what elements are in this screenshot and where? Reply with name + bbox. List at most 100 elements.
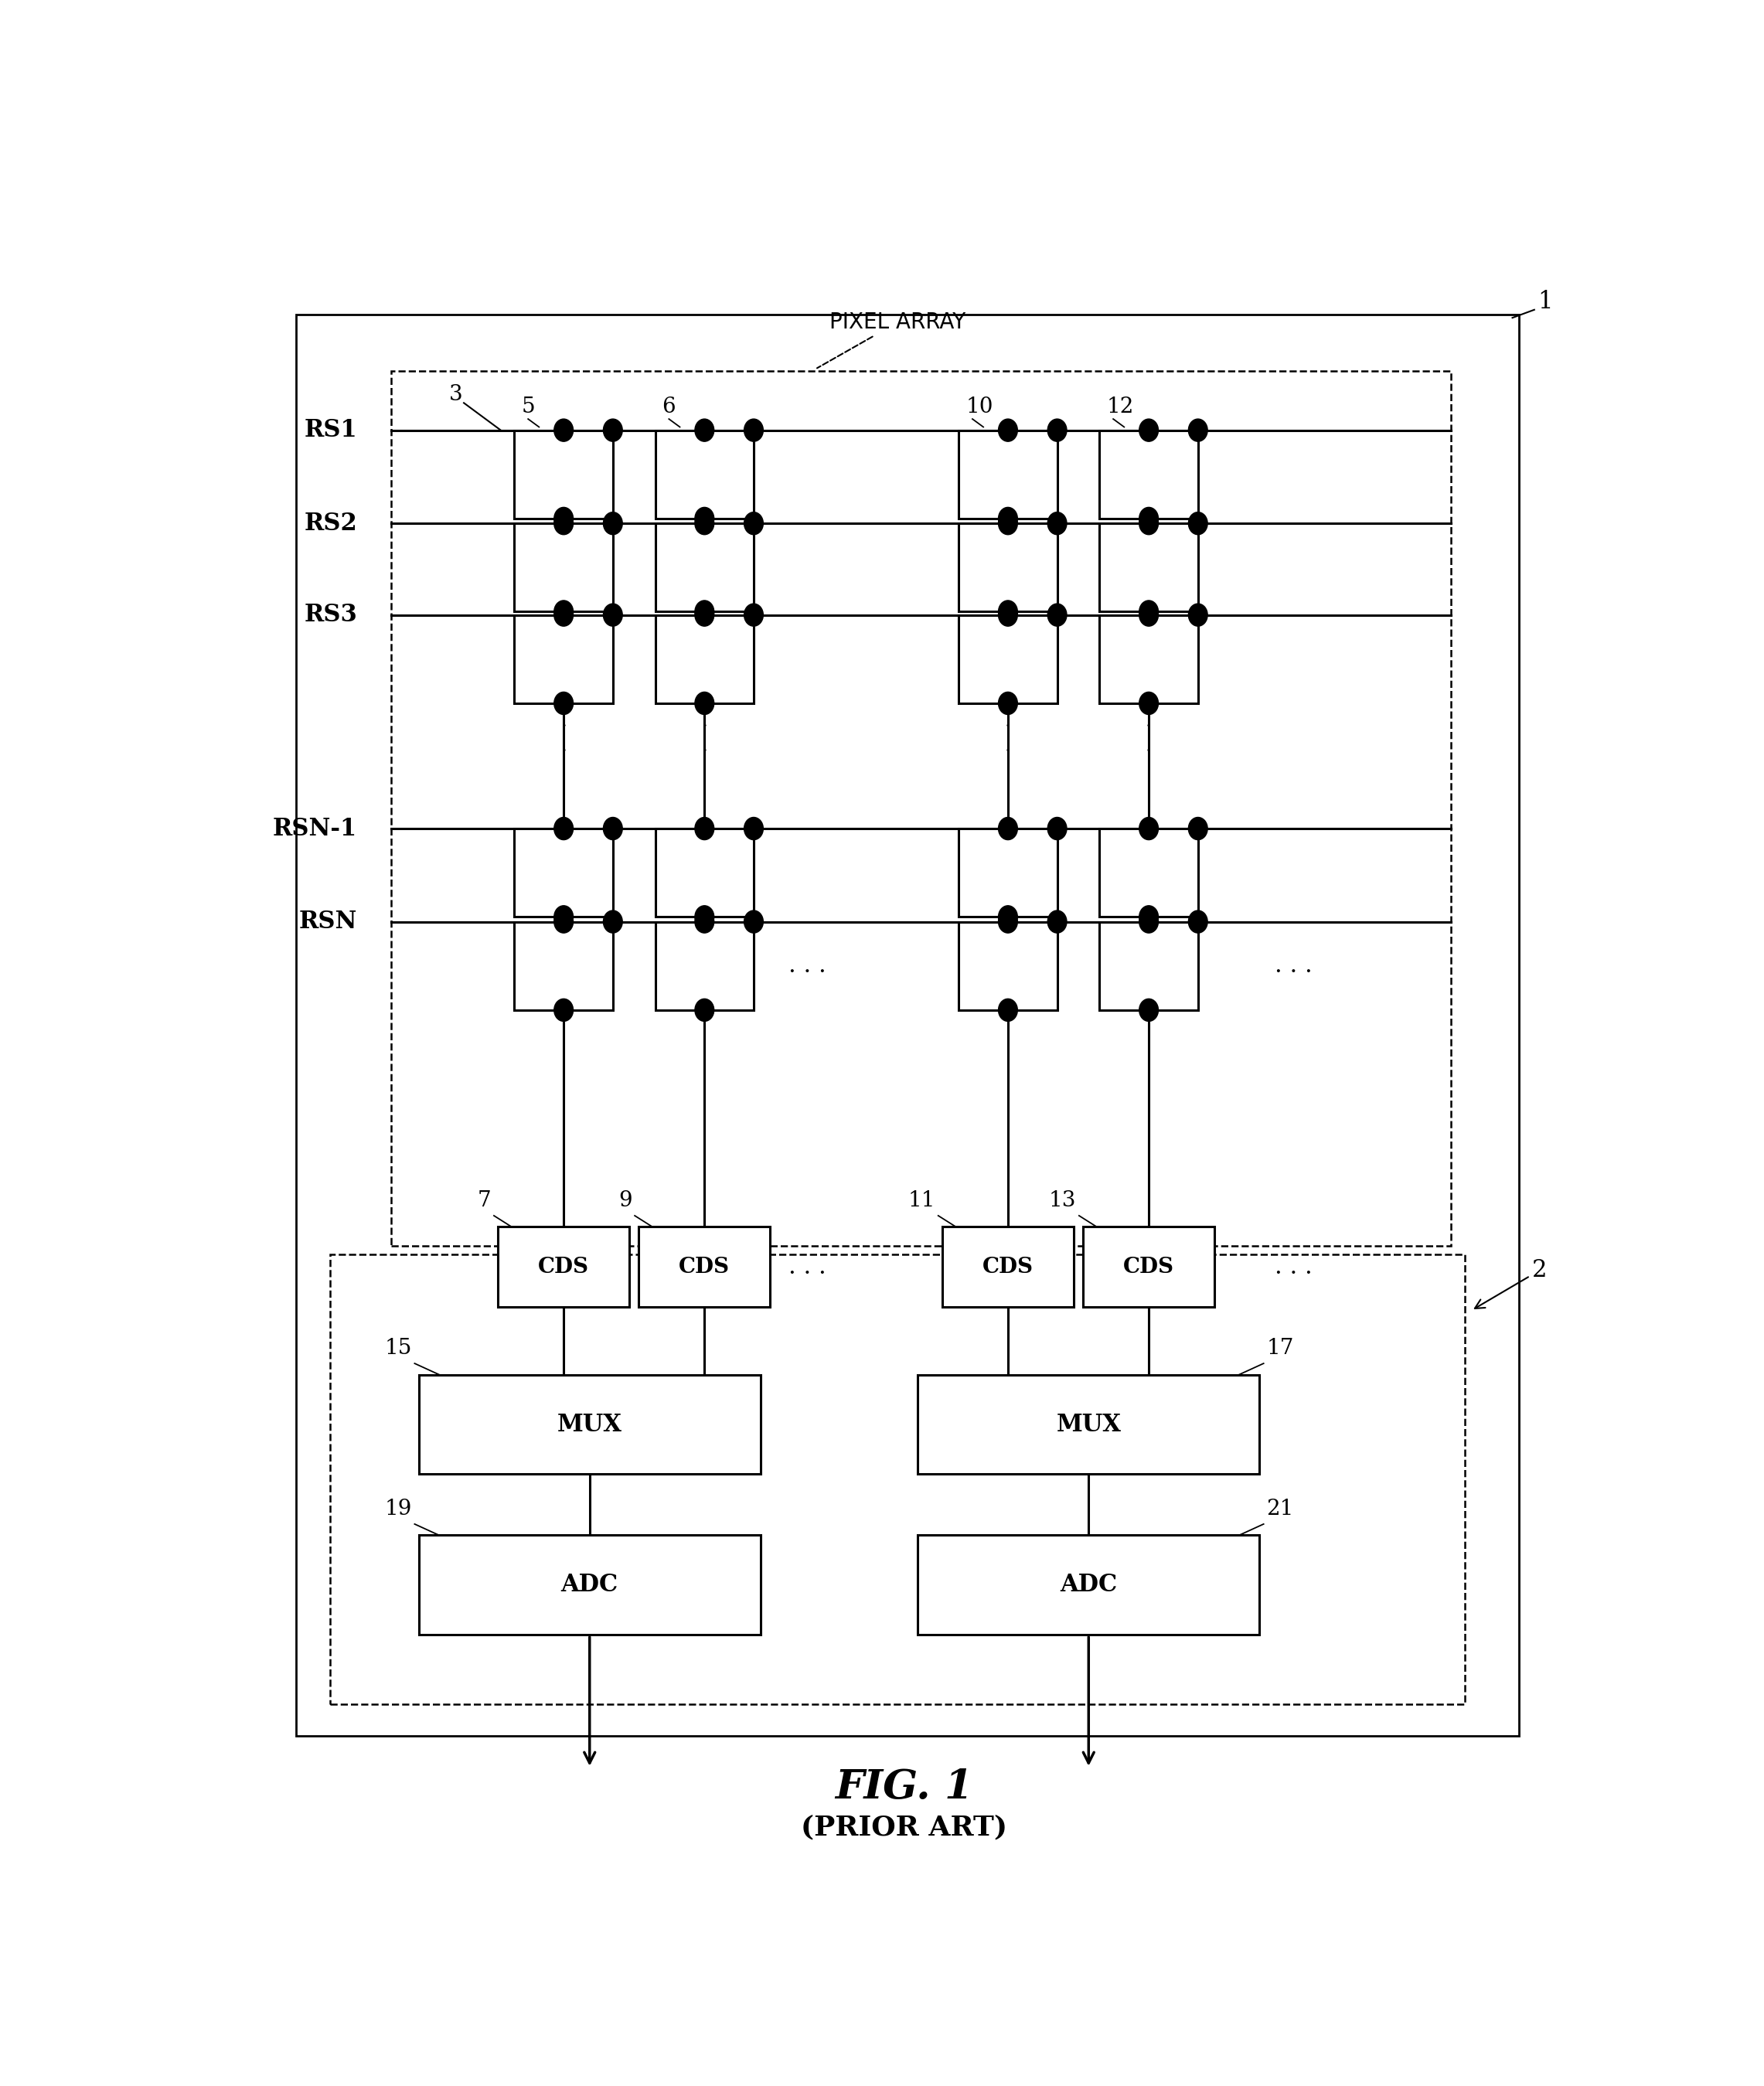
Circle shape (1140, 601, 1159, 624)
Circle shape (1140, 905, 1159, 928)
Circle shape (1048, 513, 1067, 534)
Circle shape (554, 419, 573, 442)
Text: 15: 15 (385, 1337, 411, 1358)
Bar (960, 922, 1057, 1010)
Circle shape (695, 693, 714, 715)
Bar (392, 371, 1452, 1245)
Circle shape (998, 419, 1018, 442)
Text: 11: 11 (908, 1189, 935, 1210)
Circle shape (695, 513, 714, 534)
Circle shape (998, 507, 1018, 530)
Circle shape (998, 693, 1018, 715)
Bar (654, 524, 753, 611)
Circle shape (695, 601, 714, 624)
Text: . . .: . . . (789, 1256, 826, 1279)
Bar (942, 1227, 1074, 1308)
Text: .: . (1145, 736, 1152, 755)
Circle shape (695, 909, 714, 932)
Bar (960, 828, 1057, 918)
Text: .: . (702, 688, 707, 707)
Circle shape (998, 601, 1018, 624)
Circle shape (1048, 419, 1067, 442)
Circle shape (1189, 603, 1208, 626)
Text: 13: 13 (1050, 1189, 1076, 1210)
Circle shape (1140, 507, 1159, 530)
Circle shape (695, 905, 714, 928)
Circle shape (603, 513, 623, 534)
Circle shape (1140, 693, 1159, 715)
Text: .: . (1005, 736, 1011, 755)
Circle shape (695, 419, 714, 442)
Bar (654, 430, 753, 519)
Bar (917, 1535, 1259, 1635)
Circle shape (1140, 419, 1159, 442)
Circle shape (554, 693, 573, 715)
Circle shape (603, 603, 623, 626)
Bar (515, 615, 612, 703)
Bar (497, 1227, 630, 1308)
Text: RS1: RS1 (303, 417, 356, 442)
Circle shape (744, 909, 764, 932)
Text: . . .: . . . (789, 953, 826, 978)
Circle shape (554, 513, 573, 534)
Text: 6: 6 (662, 396, 676, 417)
Circle shape (554, 999, 573, 1022)
Text: .: . (702, 736, 707, 755)
Bar (330, 1254, 1464, 1704)
Circle shape (1189, 909, 1208, 932)
Bar (1099, 615, 1198, 703)
Text: . . .: . . . (1275, 953, 1312, 978)
Bar (654, 615, 753, 703)
Text: 21: 21 (1267, 1498, 1293, 1519)
Circle shape (554, 905, 573, 928)
Text: 9: 9 (619, 1189, 632, 1210)
Circle shape (554, 909, 573, 932)
Circle shape (998, 818, 1018, 841)
Circle shape (1140, 909, 1159, 932)
Circle shape (1189, 818, 1208, 841)
Text: 1: 1 (1538, 290, 1552, 313)
Text: 7: 7 (478, 1189, 490, 1210)
Circle shape (554, 818, 573, 841)
Text: FIG. 1: FIG. 1 (834, 1767, 974, 1806)
Bar (1083, 1227, 1214, 1308)
Bar (515, 430, 612, 519)
Text: PIXEL ARRAY: PIXEL ARRAY (817, 311, 965, 367)
Text: 3: 3 (448, 384, 462, 405)
Circle shape (998, 513, 1018, 534)
Text: .: . (702, 713, 707, 730)
Text: .: . (561, 713, 566, 730)
Text: .: . (561, 688, 566, 707)
Circle shape (744, 419, 764, 442)
Text: 19: 19 (385, 1498, 411, 1519)
Text: 17: 17 (1267, 1337, 1293, 1358)
Circle shape (1189, 513, 1208, 534)
Text: MUX: MUX (557, 1412, 623, 1437)
Text: RSN-1: RSN-1 (273, 816, 356, 841)
Circle shape (1140, 818, 1159, 841)
Text: .: . (1145, 713, 1152, 730)
Circle shape (998, 603, 1018, 626)
Circle shape (695, 999, 714, 1022)
Circle shape (998, 909, 1018, 932)
Text: ADC: ADC (1060, 1573, 1117, 1598)
Text: MUX: MUX (1057, 1412, 1122, 1437)
Circle shape (695, 507, 714, 530)
Text: (PRIOR ART): (PRIOR ART) (801, 1815, 1007, 1840)
Circle shape (744, 513, 764, 534)
Circle shape (1048, 818, 1067, 841)
Circle shape (695, 603, 714, 626)
Text: .: . (1005, 713, 1011, 730)
Circle shape (1140, 999, 1159, 1022)
Bar (418, 1375, 760, 1475)
Bar (1099, 922, 1198, 1010)
Circle shape (1140, 603, 1159, 626)
Circle shape (695, 818, 714, 841)
Bar (1099, 828, 1198, 918)
Bar (418, 1535, 760, 1635)
Text: .: . (561, 736, 566, 755)
Circle shape (744, 818, 764, 841)
Text: CDS: CDS (983, 1256, 1034, 1277)
Circle shape (998, 999, 1018, 1022)
Circle shape (554, 603, 573, 626)
